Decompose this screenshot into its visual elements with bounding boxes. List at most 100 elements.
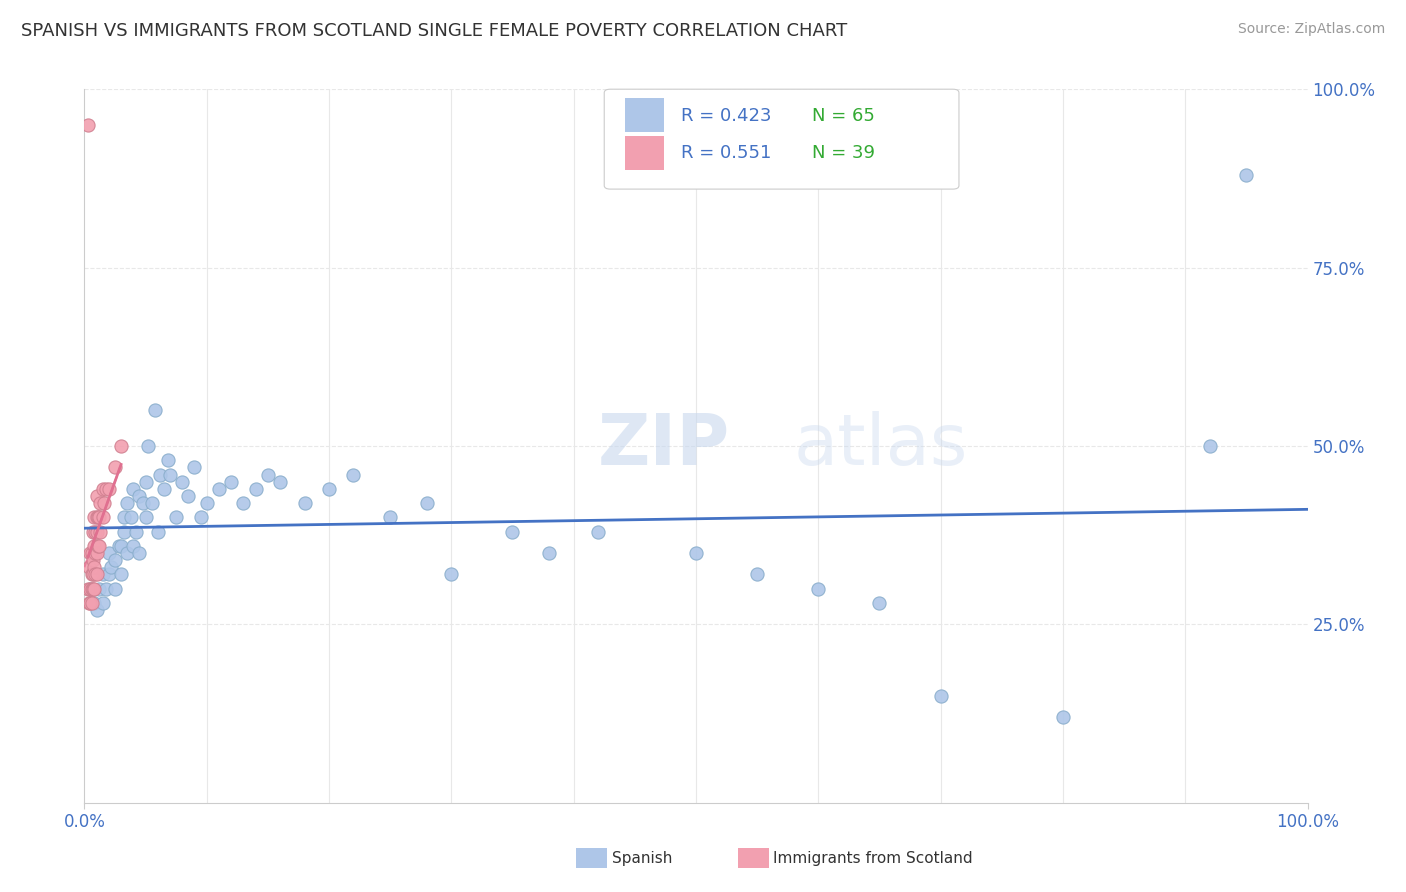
Point	[79, 582, 101, 596]
FancyBboxPatch shape	[605, 89, 959, 189]
Text: atlas: atlas	[794, 411, 969, 481]
Point	[91, 510, 114, 524]
Point	[83, 582, 105, 596]
Point	[132, 496, 155, 510]
Point	[79, 546, 101, 560]
Point	[83, 539, 105, 553]
Point	[79, 596, 101, 610]
Point	[747, 567, 769, 582]
Point	[91, 482, 114, 496]
Point	[269, 475, 291, 489]
Point	[538, 546, 561, 560]
Point	[96, 482, 118, 496]
Point	[86, 510, 108, 524]
Point	[159, 467, 181, 482]
Point	[83, 510, 105, 524]
Point	[82, 567, 104, 582]
Point	[77, 582, 100, 596]
Point	[149, 467, 172, 482]
Point	[183, 460, 205, 475]
Point	[82, 582, 104, 596]
Point	[165, 510, 187, 524]
Point	[80, 567, 103, 582]
Point	[89, 524, 111, 539]
Point	[79, 582, 101, 596]
Point	[107, 539, 129, 553]
Point	[86, 567, 108, 582]
Point	[146, 524, 169, 539]
Point	[86, 603, 108, 617]
Text: ZIP: ZIP	[598, 411, 730, 481]
Text: Spanish: Spanish	[612, 851, 672, 865]
Point	[83, 596, 105, 610]
Point	[112, 510, 135, 524]
Text: R = 0.551: R = 0.551	[682, 145, 772, 162]
Text: SPANISH VS IMMIGRANTS FROM SCOTLAND SINGLE FEMALE POVERTY CORRELATION CHART: SPANISH VS IMMIGRANTS FROM SCOTLAND SING…	[21, 22, 848, 40]
Point	[177, 489, 200, 503]
Point	[440, 567, 463, 582]
Point	[128, 489, 150, 503]
Point	[125, 524, 148, 539]
Point	[82, 553, 104, 567]
Point	[87, 539, 110, 553]
Point	[807, 582, 830, 596]
Text: Immigrants from Scotland: Immigrants from Scotland	[773, 851, 973, 865]
Point	[122, 482, 145, 496]
Point	[195, 496, 218, 510]
Point	[156, 453, 179, 467]
Point	[122, 539, 145, 553]
Point	[135, 510, 157, 524]
Point	[104, 582, 127, 596]
Point	[87, 539, 110, 553]
Point	[929, 689, 952, 703]
Point	[80, 582, 103, 596]
Text: N = 39: N = 39	[813, 145, 875, 162]
Point	[257, 467, 280, 482]
Point	[153, 482, 176, 496]
Point	[104, 460, 127, 475]
Point	[1052, 710, 1074, 724]
Point	[80, 546, 103, 560]
Point	[128, 546, 150, 560]
Point	[115, 496, 138, 510]
Point	[97, 482, 120, 496]
Bar	[626, 98, 664, 132]
Point	[120, 510, 142, 524]
Point	[91, 596, 114, 610]
Point	[77, 596, 100, 610]
Point	[89, 496, 111, 510]
Point	[83, 560, 105, 574]
Point	[110, 539, 132, 553]
Point	[380, 510, 402, 524]
Bar	[626, 136, 664, 169]
Text: R = 0.423: R = 0.423	[682, 107, 772, 125]
Point	[110, 567, 132, 582]
Point	[245, 482, 267, 496]
Point	[294, 496, 316, 510]
Point	[80, 596, 103, 610]
Point	[141, 496, 163, 510]
Point	[87, 510, 110, 524]
Point	[685, 546, 707, 560]
Point	[136, 439, 159, 453]
Point	[318, 482, 340, 496]
Point	[115, 546, 138, 560]
Point	[77, 560, 100, 574]
Point	[190, 510, 212, 524]
Point	[416, 496, 439, 510]
Point	[84, 546, 107, 560]
Point	[100, 560, 122, 574]
Point	[172, 475, 194, 489]
Point	[869, 596, 891, 610]
Point	[87, 510, 110, 524]
Point	[104, 553, 127, 567]
Point	[86, 524, 108, 539]
Point	[77, 118, 100, 132]
Text: N = 65: N = 65	[813, 107, 875, 125]
Point	[502, 524, 524, 539]
Point	[342, 467, 364, 482]
Point	[219, 475, 242, 489]
Point	[93, 496, 115, 510]
Point	[97, 546, 120, 560]
Point	[1236, 168, 1258, 182]
